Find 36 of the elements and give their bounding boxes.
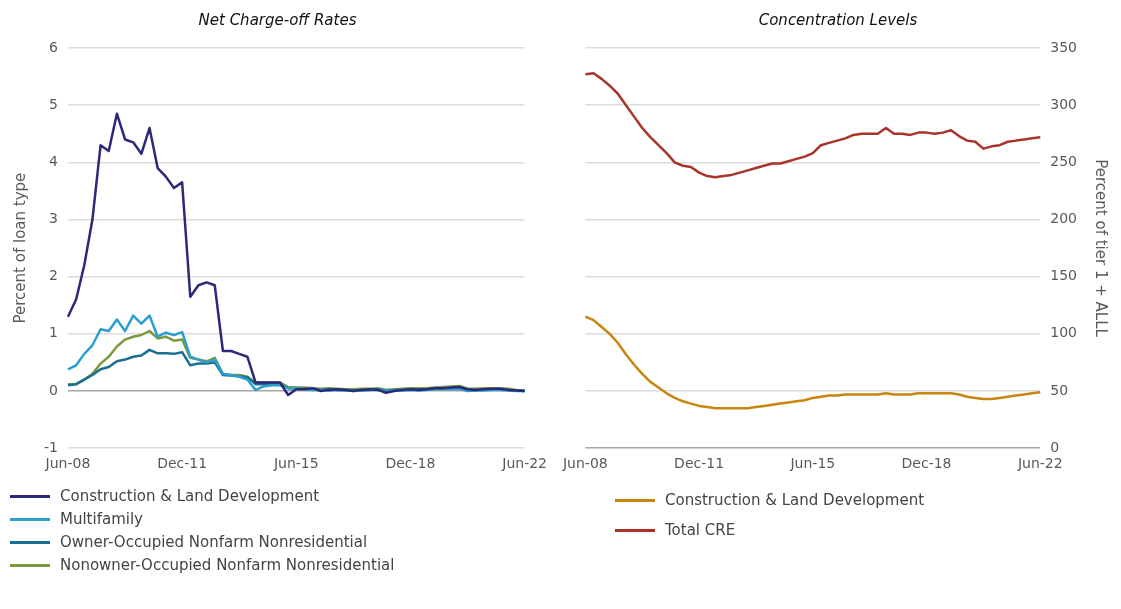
legend-label: Multifamily xyxy=(60,509,143,530)
legend-label: Nonowner-Occupied Nonfarm Nonresidential xyxy=(60,555,395,576)
x-tick-label: Dec-11 xyxy=(157,455,208,472)
x-tick-label: Jun-22 xyxy=(1016,455,1063,472)
y-tick-label: 0 xyxy=(49,381,58,398)
y2-tick-label: 0 xyxy=(1050,438,1060,455)
y-tick-label: 3 xyxy=(49,210,58,227)
y2-tick-label: 50 xyxy=(1050,381,1069,398)
y-tick-label: 5 xyxy=(49,95,58,112)
legend-label: Construction & Land Development xyxy=(665,490,925,511)
y2-tick-label: 150 xyxy=(1050,267,1078,284)
y2-tick-label: 350 xyxy=(1050,38,1078,55)
chart-title: Concentration Levels xyxy=(758,10,918,29)
y-tick-label: 1 xyxy=(49,324,58,341)
y-tick-label: 4 xyxy=(49,152,59,169)
legend-label: Total CRE xyxy=(665,520,736,541)
y-tick-label: 6 xyxy=(49,38,59,55)
x-tick-label: Dec-18 xyxy=(901,455,952,472)
y-tick-label: -1 xyxy=(43,438,58,455)
y2-tick-label: 200 xyxy=(1050,210,1078,227)
legend-label: Owner-Occupied Nonfarm Nonresidential xyxy=(60,532,368,553)
y2-tick-label: 100 xyxy=(1050,324,1078,341)
y2-tick-label: 300 xyxy=(1050,95,1078,112)
x-tick-label: Jun-15 xyxy=(272,455,319,472)
y-axis-title: Percent of loan type xyxy=(10,172,29,324)
x-tick-label: Dec-18 xyxy=(385,455,436,472)
legend-label: Construction & Land Development xyxy=(60,486,320,507)
x-tick-label: Jun-08 xyxy=(44,455,91,472)
y2-tick-label: 250 xyxy=(1050,152,1078,169)
x-tick-label: Jun-08 xyxy=(562,455,608,472)
x-tick-label: Jun-15 xyxy=(789,455,836,472)
y2-axis-title: Percent of tier 1 + ALLL xyxy=(1092,159,1111,338)
chart-title: Net Charge-off Rates xyxy=(198,10,357,29)
y-tick-label: 2 xyxy=(49,267,58,284)
x-tick-label: Jun-22 xyxy=(501,455,547,472)
x-tick-label: Dec-11 xyxy=(674,455,725,472)
